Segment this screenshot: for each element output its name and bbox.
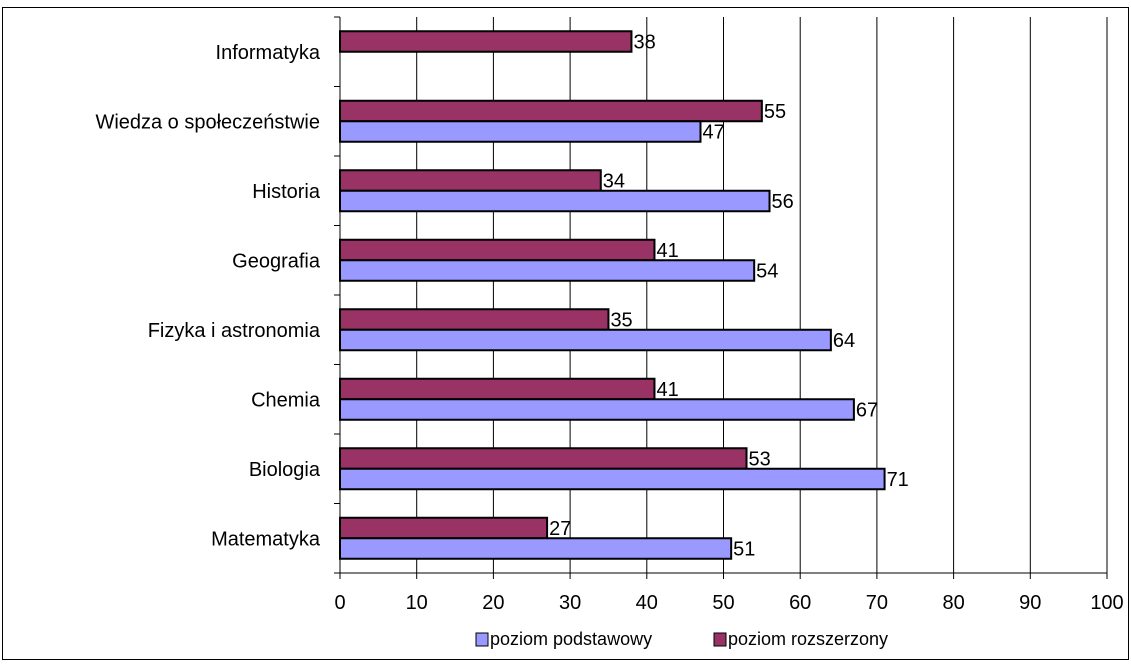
bar-poziom-rozszerzony-wiedza-o-spoleczenstwie [339,99,763,123]
category-label-wiedza-o-spoleczenstwie: Wiedza o społeczeństwie [95,111,320,133]
legend-label-podstawowy: poziom podstawowy [490,629,652,649]
bar-poziom-rozszerzony-geografia [339,238,656,262]
x-tick-label-50: 50 [712,592,734,614]
x-tick-label-10: 10 [406,592,428,614]
x-tick-label-100: 100 [1090,592,1123,614]
bar-poziom-rozszerzony-fizyka-i-astronomia [339,308,610,331]
bar-poziom-rozszerzony-matematyka [339,516,549,540]
data-label-poziom-rozszerzony-wiedza-o-spoleczenstwie: 55 [764,101,786,123]
x-tick-label-70: 70 [866,592,888,614]
data-label-poziom-podstawowy-chemia: 67 [856,400,878,422]
x-tick-label-60: 60 [789,592,811,614]
bar-poziom-rozszerzony-chemia [339,377,656,401]
bar-poziom-podstawowy-fizyka-i-astronomia [339,328,832,352]
axis-layer [334,16,1108,579]
data-label-poziom-podstawowy-matematyka: 51 [733,539,755,561]
x-tick-label-40: 40 [636,592,658,614]
category-label-biologia: Biologia [249,459,321,481]
x-tick-label-90: 90 [1019,592,1041,614]
data-label-poziom-rozszerzony-fizyka-i-astronomia: 35 [610,310,632,332]
bar-poziom-podstawowy-biologia [339,467,886,491]
data-label-poziom-podstawowy-biologia: 71 [887,469,909,491]
category-label-historia: Historia [252,181,321,203]
bar-poziom-podstawowy-matematyka [339,537,733,560]
bar-poziom-rozszerzony-informatyka [339,30,633,53]
data-label-poziom-rozszerzony-chemia: 41 [656,379,678,401]
data-label-poziom-rozszerzony-informatyka: 38 [633,32,655,54]
bar-poziom-podstawowy-chemia [339,398,855,421]
data-label-poziom-podstawowy-wiedza-o-spoleczenstwie: 47 [702,122,724,144]
data-label-poziom-rozszerzony-matematyka: 27 [549,518,571,540]
category-label-geografia: Geografia [232,250,321,272]
data-label-poziom-rozszerzony-historia: 34 [603,171,625,193]
bar-poziom-rozszerzony-biologia [339,447,748,470]
data-label-poziom-podstawowy-geografia: 54 [756,261,778,283]
bar-poziom-rozszerzony-historia [339,169,602,192]
category-label-fizyka-i-astronomia: Fizyka i astronomia [148,320,321,342]
bars-layer [339,30,886,560]
x-tick-label-30: 30 [559,592,581,614]
data-label-poziom-podstawowy-historia: 56 [772,191,794,213]
category-label-informatyka: Informatyka [216,42,321,64]
labels-layer: 27 51 Matematyka 53 71 Biologia 41 67 Chemia 35 64… [95,32,1123,615]
category-label-chemia: Chemia [251,389,321,411]
data-label-poziom-rozszerzony-geografia: 41 [656,240,678,262]
x-tick-label-80: 80 [942,592,964,614]
x-tick-label-0: 0 [334,592,345,614]
data-label-poziom-podstawowy-fizyka-i-astronomia: 64 [833,330,855,352]
legend-label-rozszerzony: poziom rozszerzony [728,629,888,649]
bar-poziom-podstawowy-wiedza-o-spoleczenstwie [339,120,702,143]
legend-swatch-podstawowy [475,632,489,647]
category-label-matematyka: Matematyka [211,528,321,550]
bar-poziom-podstawowy-historia [339,189,771,213]
x-tick-label-20: 20 [482,592,504,614]
data-label-poziom-rozszerzony-biologia: 53 [749,449,771,471]
bar-poziom-podstawowy-geografia [339,259,756,282]
legend: poziom podstawowy poziom rozszerzony [475,629,888,649]
legend-swatch-rozszerzony [713,632,727,647]
